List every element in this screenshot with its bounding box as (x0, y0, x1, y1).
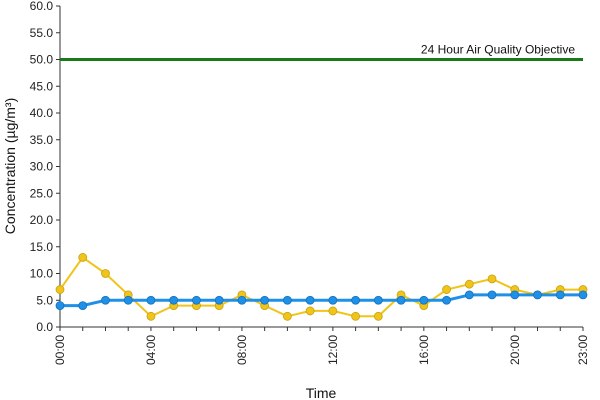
data-point (373, 295, 383, 305)
y-tick-label: 40.0 (30, 106, 54, 120)
data-point (487, 274, 497, 284)
data-point (419, 295, 429, 305)
data-point (78, 253, 88, 262)
x-tick-label: 12:00 (326, 335, 340, 365)
y-tick-label: 45.0 (30, 79, 54, 93)
x-tick-label: 16:00 (417, 335, 431, 365)
data-point (55, 285, 65, 294)
y-tick-label: 25.0 (30, 186, 54, 200)
data-point (305, 306, 315, 316)
y-tick-label: 60.0 (30, 0, 54, 13)
data-point (351, 311, 361, 321)
y-axis-title: Concentration (µg/m³) (2, 98, 18, 234)
y-tick-label: 5.0 (36, 293, 53, 307)
data-point (169, 295, 179, 305)
data-point (442, 285, 451, 294)
y-tick-label: 10.0 (30, 267, 54, 281)
x-tick-label: 04:00 (144, 335, 158, 365)
series-1 (55, 290, 588, 311)
data-point (578, 290, 588, 300)
data-point (442, 295, 451, 305)
y-tick-label: 0.0 (36, 320, 53, 334)
x-tick-label: 23:00 (576, 335, 590, 365)
data-point (510, 290, 520, 300)
series-0 (55, 253, 588, 321)
y-tick-label: 35.0 (30, 133, 54, 147)
data-point (101, 269, 110, 278)
data-point (373, 311, 383, 321)
data-point (464, 290, 474, 300)
data-point (260, 295, 270, 305)
data-point (464, 279, 474, 289)
y-tick-label: 30.0 (30, 160, 54, 174)
data-point (555, 290, 565, 300)
data-point (487, 290, 497, 300)
data-point (328, 306, 338, 316)
data-point (396, 295, 406, 305)
objective-layer: 24 Hour Air Quality Objective (60, 43, 583, 61)
y-tick-label: 55.0 (30, 26, 54, 40)
data-point (146, 295, 156, 305)
series-layer (55, 253, 588, 321)
data-point (305, 295, 315, 305)
x-tick-label: 20:00 (508, 335, 522, 365)
data-point (282, 311, 292, 321)
series-line (59, 256, 583, 318)
data-point (237, 295, 247, 305)
x-axis-title: Time (306, 385, 337, 400)
data-point (192, 295, 201, 305)
y-tick-label: 20.0 (30, 213, 54, 227)
data-point (55, 301, 65, 311)
tick-layer: 0.0 5.0 10.0 15.0 20.0 25.0 30.0 35.0 40.0 45.0 50… (30, 0, 590, 365)
data-point (351, 295, 361, 305)
y-tick-label: 50.0 (30, 53, 54, 67)
y-tick-label: 15.0 (30, 240, 54, 254)
x-tick-label: 00:00 (53, 335, 67, 365)
data-point (78, 301, 88, 311)
data-point (146, 311, 156, 321)
data-point (123, 295, 133, 305)
x-tick-label: 08:00 (235, 335, 249, 365)
data-point (214, 295, 224, 305)
data-point (282, 295, 292, 305)
data-point (101, 295, 110, 305)
data-point (328, 295, 338, 305)
objective-label: 24 Hour Air Quality Objective (421, 43, 575, 57)
data-point (533, 290, 542, 300)
